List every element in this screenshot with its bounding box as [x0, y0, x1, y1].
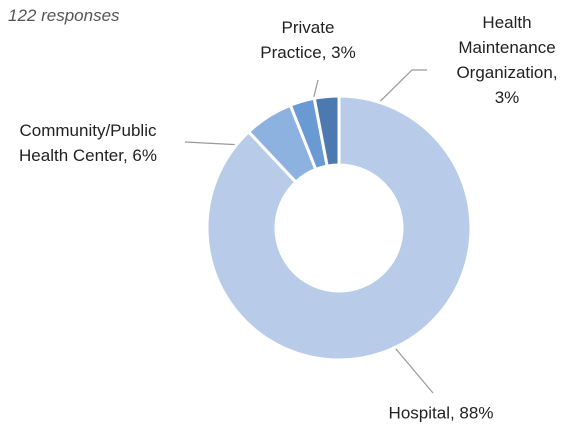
donut-slice [205, 94, 473, 362]
slice-label: Private Practice, 3% [260, 18, 356, 62]
slice-label: Hospital, 88% [388, 403, 494, 423]
slice-label: Health Maintenance Organization, 3% [456, 13, 558, 107]
subtitle: 122 responses [8, 6, 120, 25]
slice-label: Community/Public Health Center, 6% [19, 121, 157, 165]
donut-slice [312, 94, 341, 168]
